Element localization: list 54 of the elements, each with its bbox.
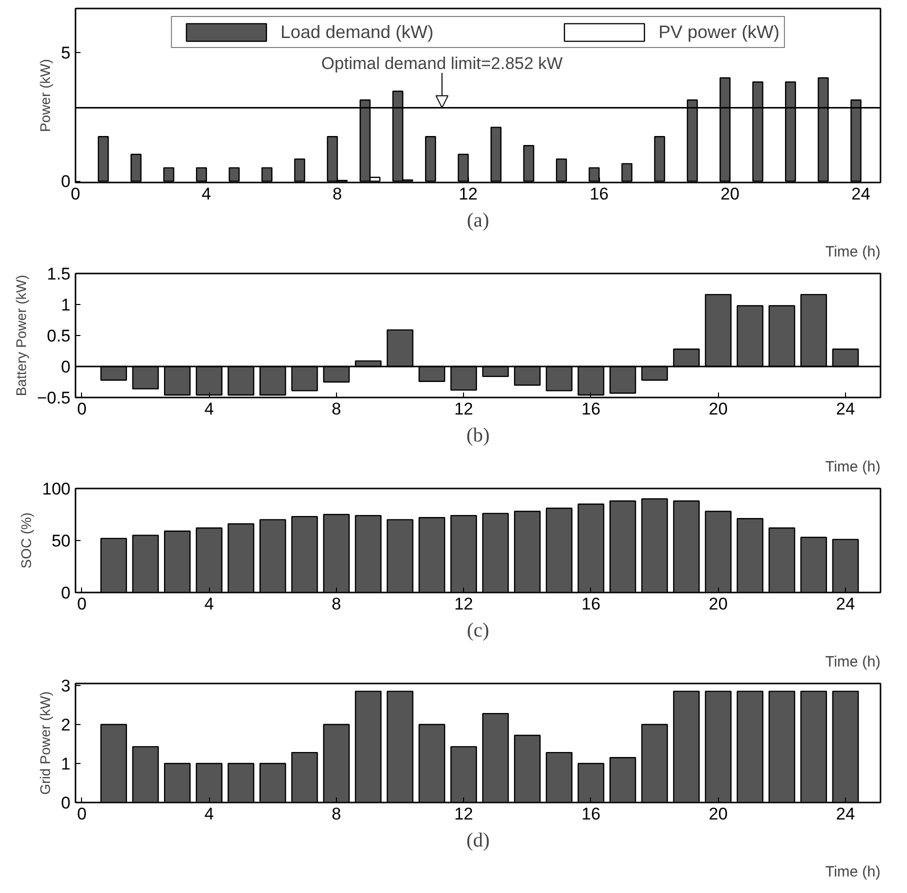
x-tick-label: 24 — [836, 400, 855, 418]
x-axis-title: Time (h) — [825, 654, 881, 670]
x-axis-title: Time (h) — [825, 244, 881, 260]
x-tick-label: 16 — [582, 400, 600, 418]
x-tick-label: 20 — [708, 804, 728, 824]
x-tick-label: 24 — [836, 594, 855, 614]
y-tick-label: 1 — [61, 296, 71, 314]
y-tick-label: 100 — [42, 480, 71, 498]
x-tick-label: 16 — [582, 594, 600, 614]
x-tick-label: 4 — [204, 400, 214, 418]
y-tick-label: −0.5 — [36, 388, 70, 408]
x-tick-label: 20 — [720, 184, 740, 204]
x-tick-label: 4 — [204, 804, 214, 824]
x-tick-label: 0 — [77, 594, 87, 614]
legend-label: Load demand (kW) — [280, 22, 434, 42]
x-axis-title: Time (h) — [825, 864, 881, 880]
text: (b) — [466, 424, 490, 446]
y-axis-title: SOC (%) — [18, 512, 34, 568]
y-tick-label: 3 — [61, 676, 71, 696]
x-tick-label: 4 — [204, 594, 214, 614]
x-tick-label: 8 — [332, 804, 342, 824]
y-tick-label: 2 — [61, 715, 71, 734]
x-tick-label: 0 — [77, 400, 87, 418]
x-tick-label: 0 — [77, 804, 87, 824]
x-tick-label: 12 — [454, 804, 474, 824]
y-tick-label: 1 — [61, 754, 71, 774]
x-tick-label: 16 — [590, 184, 609, 204]
x-tick-label: 16 — [582, 804, 600, 824]
y-tick-label: 0.5 — [46, 326, 71, 346]
y-axis-title: Grid Power (kW) — [37, 691, 54, 795]
y-tick-label: 5 — [61, 43, 71, 62]
y-tick-label: 50 — [52, 532, 71, 550]
text: (c) — [466, 620, 490, 642]
x-tick-label: 24 — [836, 804, 855, 824]
x-tick-label: 12 — [454, 594, 474, 614]
x-tick-label: 12 — [458, 184, 478, 204]
y-axis-title: Battery Power (kW) — [12, 274, 29, 396]
x-tick-label: 4 — [202, 184, 212, 204]
x-tick-label: 12 — [454, 400, 474, 418]
legend-label: PV power (kW) — [658, 22, 780, 42]
y-tick-label: 1.5 — [46, 264, 71, 284]
annotation: Optimal demand limit=2.852 kW — [321, 54, 563, 73]
x-tick-label: 8 — [332, 400, 342, 418]
text: (d) — [466, 830, 490, 852]
x-axis-title: Time (h) — [825, 458, 881, 476]
y-axis-title: Power (kW) — [37, 58, 54, 132]
x-tick-label: 8 — [332, 184, 342, 204]
x-tick-label: 20 — [708, 400, 728, 418]
x-tick-label: 8 — [332, 594, 342, 614]
x-tick-label: 24 — [851, 184, 870, 204]
y-tick-label: 0 — [61, 172, 71, 192]
x-tick-label: 20 — [708, 594, 728, 614]
y-tick-label: 0 — [61, 358, 71, 376]
text: (a) — [466, 210, 490, 232]
